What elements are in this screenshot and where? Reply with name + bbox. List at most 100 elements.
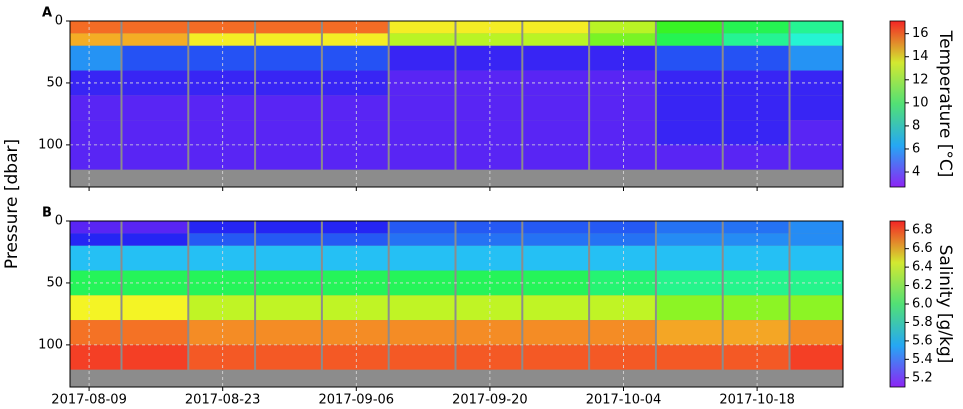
cell [256,21,321,34]
colorbar-tick-label: 10 [912,95,929,110]
colorbar-tick-label: 6.2 [912,278,933,293]
cell [389,33,455,46]
cell [189,95,255,121]
cell [656,21,722,34]
cell [389,320,455,345]
cell [256,320,321,345]
cell [523,21,589,34]
cell [790,95,843,121]
cell [790,320,843,345]
cell [322,120,388,145]
cell [656,120,722,145]
cell [389,245,455,271]
cell [590,144,655,170]
cell [122,45,188,71]
cell [122,233,188,246]
cell [523,120,589,145]
colorbar-tick-label: 16 [912,26,929,41]
cell [723,120,789,145]
colorbar-tick-label: 5.6 [912,333,933,348]
y-tick-label: 50 [46,75,63,90]
cell [656,33,722,46]
cells [70,21,843,170]
cell [523,221,589,234]
colorbar-tick-label: 5.4 [912,352,933,367]
x-tick-label: 2017-10-04 [586,393,662,408]
cell [523,320,589,345]
cell [723,21,789,34]
cell [322,21,388,34]
cell [322,295,388,321]
cell [122,320,188,345]
y-tick-label: 100 [38,137,63,152]
cell [723,320,789,345]
cell [70,295,121,321]
cells [70,221,843,370]
cell [389,344,455,370]
cell [590,295,655,321]
colorbar-tick-label: 5.2 [912,370,933,385]
cell [456,344,522,370]
cell [723,344,789,370]
cell [389,45,455,71]
cell [122,21,188,34]
colorbar-tick-label: 6.0 [912,297,933,312]
cell [790,233,843,246]
x-tick-label: 2017-10-18 [719,393,795,408]
cell [70,45,121,71]
cell [790,120,843,145]
cell [723,295,789,321]
cell [790,144,843,170]
cell [790,21,843,34]
cell [590,33,655,46]
cell [590,245,655,271]
panel-label: B [42,206,52,221]
cell [656,233,722,246]
cell [523,144,589,170]
cell [122,295,188,321]
cell [456,33,522,46]
cell [189,221,255,234]
y-tick-label: 0 [55,214,63,229]
cell [189,33,255,46]
cell [189,320,255,345]
cell [322,233,388,246]
colorbar-label: Temperature [°C] [935,30,955,178]
cell [189,21,255,34]
cell [790,344,843,370]
cell [189,245,255,271]
cell [322,344,388,370]
cell [590,95,655,121]
cell [590,320,655,345]
plot-frame [69,20,844,188]
cell [590,221,655,234]
cell [70,144,121,170]
cell [790,221,843,234]
cell [790,245,843,271]
y-tick-label: 0 [55,14,63,29]
cell [70,320,121,345]
cell [122,344,188,370]
colorbar-tick-label: 14 [912,49,929,64]
cell [656,144,722,170]
cell [456,95,522,121]
cell [656,221,722,234]
cell [790,45,843,71]
cell [70,33,121,46]
cell [389,21,455,34]
cell [189,295,255,321]
cell [590,45,655,71]
cell [322,221,388,234]
cell [189,144,255,170]
colorbar-label: Salinity [g/kg] [935,245,955,364]
cell [256,144,321,170]
cell [70,245,121,271]
cell [322,144,388,170]
cell [656,95,722,121]
cell [523,295,589,321]
cell [723,45,789,71]
cell [656,45,722,71]
cell [389,233,455,246]
cell [723,95,789,121]
